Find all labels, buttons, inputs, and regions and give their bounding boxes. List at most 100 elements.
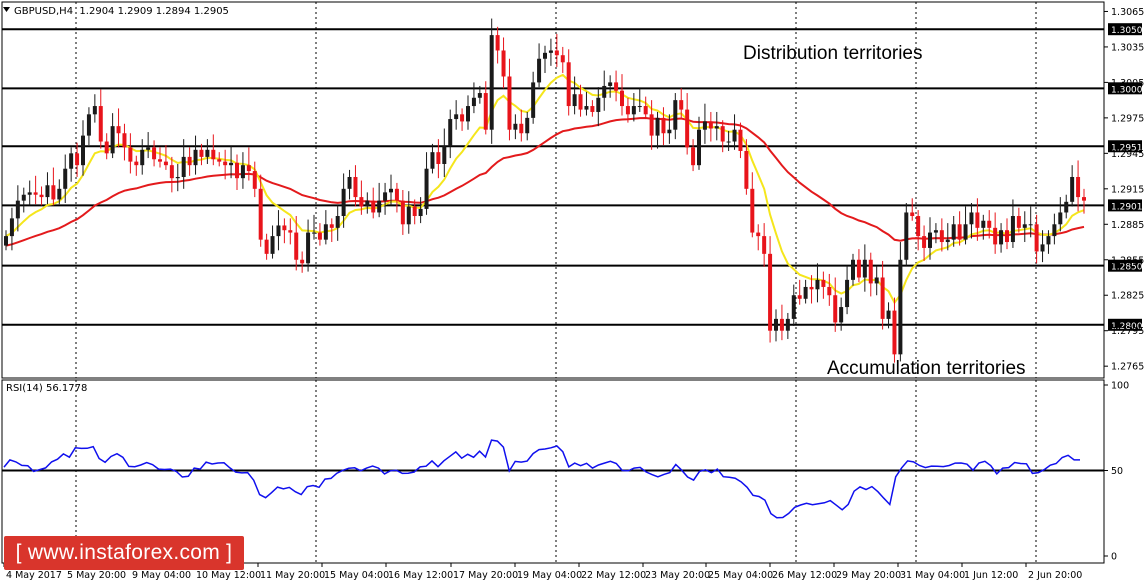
candle-body bbox=[4, 236, 8, 246]
candle-body bbox=[75, 153, 80, 166]
candle-body bbox=[442, 146, 447, 164]
candle-body bbox=[779, 318, 784, 331]
candle-body bbox=[744, 150, 749, 189]
candle-body bbox=[412, 206, 417, 217]
candle-body bbox=[418, 208, 423, 217]
candle-body bbox=[519, 123, 524, 134]
price-tick-label: 1.2855 bbox=[1111, 255, 1144, 266]
candle-body bbox=[987, 220, 992, 228]
candle-body bbox=[708, 121, 713, 129]
slow-ma-line bbox=[5, 116, 1085, 247]
candle-body bbox=[939, 230, 944, 243]
time-tick-label: 25 May 04:00 bbox=[708, 570, 773, 581]
candle-body bbox=[45, 185, 50, 198]
candle-body bbox=[548, 50, 553, 53]
candle-body bbox=[732, 129, 737, 142]
candle-body bbox=[282, 225, 287, 231]
candle-body bbox=[347, 176, 352, 189]
candle-body bbox=[39, 194, 44, 198]
candle-body bbox=[229, 162, 234, 166]
level-label-box bbox=[1108, 199, 1142, 212]
candle-body bbox=[602, 85, 607, 98]
level-label-box bbox=[1108, 82, 1142, 95]
price-tick-label: 1.3035 bbox=[1111, 42, 1144, 53]
price-tick-label: 1.2915 bbox=[1111, 184, 1144, 195]
rsi-tick-label: 100 bbox=[1111, 381, 1129, 392]
candle-body bbox=[288, 230, 293, 233]
candle-body bbox=[785, 318, 790, 331]
candle-body bbox=[175, 176, 180, 179]
candle-body bbox=[21, 194, 26, 201]
candle-body bbox=[1070, 176, 1075, 202]
candle-body bbox=[916, 216, 921, 237]
candle-body bbox=[839, 307, 844, 323]
rsi-tick-label: 50 bbox=[1111, 466, 1123, 477]
level-label-box bbox=[1108, 259, 1142, 272]
rsi-line bbox=[3, 439, 1080, 519]
candle-body bbox=[981, 220, 986, 228]
price-tick-label: 1.2825 bbox=[1111, 291, 1144, 302]
candle-body bbox=[554, 50, 559, 56]
candle-body bbox=[667, 129, 672, 134]
candle-body bbox=[856, 259, 861, 278]
candle-body bbox=[596, 97, 601, 112]
candle-body bbox=[631, 106, 636, 115]
time-tick-label: 10 May 12:00 bbox=[196, 570, 261, 581]
candle-body bbox=[768, 253, 773, 331]
candle-body bbox=[371, 200, 376, 213]
candle-body bbox=[892, 310, 897, 355]
triangle-down-icon[interactable] bbox=[3, 7, 10, 12]
candle-body bbox=[400, 200, 405, 225]
candle-body bbox=[714, 126, 719, 129]
candle-body bbox=[537, 58, 542, 83]
candle-body bbox=[643, 106, 648, 115]
candle-body bbox=[928, 232, 932, 248]
candle-body bbox=[1076, 176, 1081, 198]
candle-body bbox=[134, 161, 139, 166]
candle-body bbox=[625, 106, 630, 115]
candle-body bbox=[495, 35, 500, 51]
price-tick-label: 1.2975 bbox=[1111, 113, 1144, 124]
candle-body bbox=[116, 126, 121, 134]
level-label: 1.2951 bbox=[1111, 143, 1143, 153]
symbol-header: GBPUSD,H4 1.2904 1.2909 1.2894 1.2905 bbox=[14, 6, 229, 17]
level-label: 1.3050 bbox=[1111, 26, 1143, 36]
candle-body bbox=[726, 141, 731, 143]
time-tick-label: 1 Jun 12:00 bbox=[964, 570, 1018, 581]
time-tick-label: 5 May 20:00 bbox=[67, 570, 126, 581]
price-tick-label: 1.3065 bbox=[1111, 7, 1144, 18]
candle-body bbox=[702, 121, 707, 130]
candle-body bbox=[661, 117, 666, 134]
candle-body bbox=[898, 259, 903, 355]
candle-body bbox=[377, 200, 382, 213]
candle-body bbox=[33, 192, 38, 195]
candle-body bbox=[86, 114, 91, 136]
candle-body bbox=[81, 135, 85, 166]
candle-body bbox=[1058, 212, 1063, 225]
candle-body bbox=[620, 90, 624, 107]
candle-body bbox=[963, 224, 968, 240]
candle-body bbox=[880, 277, 885, 319]
candle-body bbox=[649, 114, 654, 136]
time-axis: 4 May 2017 5 May 20:00 9 May 04:00 10 May 1… bbox=[3, 563, 1082, 581]
watermark-text: [ www.instaforex.com ] bbox=[15, 541, 233, 564]
candle-body bbox=[1005, 230, 1009, 243]
candle-body bbox=[910, 212, 915, 217]
candle-body bbox=[969, 212, 974, 225]
candle-body bbox=[15, 200, 20, 219]
price-tick-label: 1.2885 bbox=[1111, 220, 1144, 231]
candle-body bbox=[140, 149, 145, 166]
level-lines: 1.3050 1.3000 1.2951 1.2901 1.2850 1.2800 bbox=[2, 23, 1143, 332]
candle-body bbox=[92, 106, 97, 115]
rsi-header: RSI(14) 56.1778 bbox=[6, 383, 87, 394]
candle-body bbox=[501, 50, 506, 77]
candle-body bbox=[566, 62, 571, 107]
candle-body bbox=[886, 310, 891, 319]
candle-body bbox=[193, 149, 198, 166]
candle-body bbox=[507, 76, 512, 130]
candle-body bbox=[169, 165, 174, 179]
candle-body bbox=[922, 236, 927, 248]
candle-body bbox=[389, 188, 393, 193]
candle-body bbox=[868, 259, 873, 284]
